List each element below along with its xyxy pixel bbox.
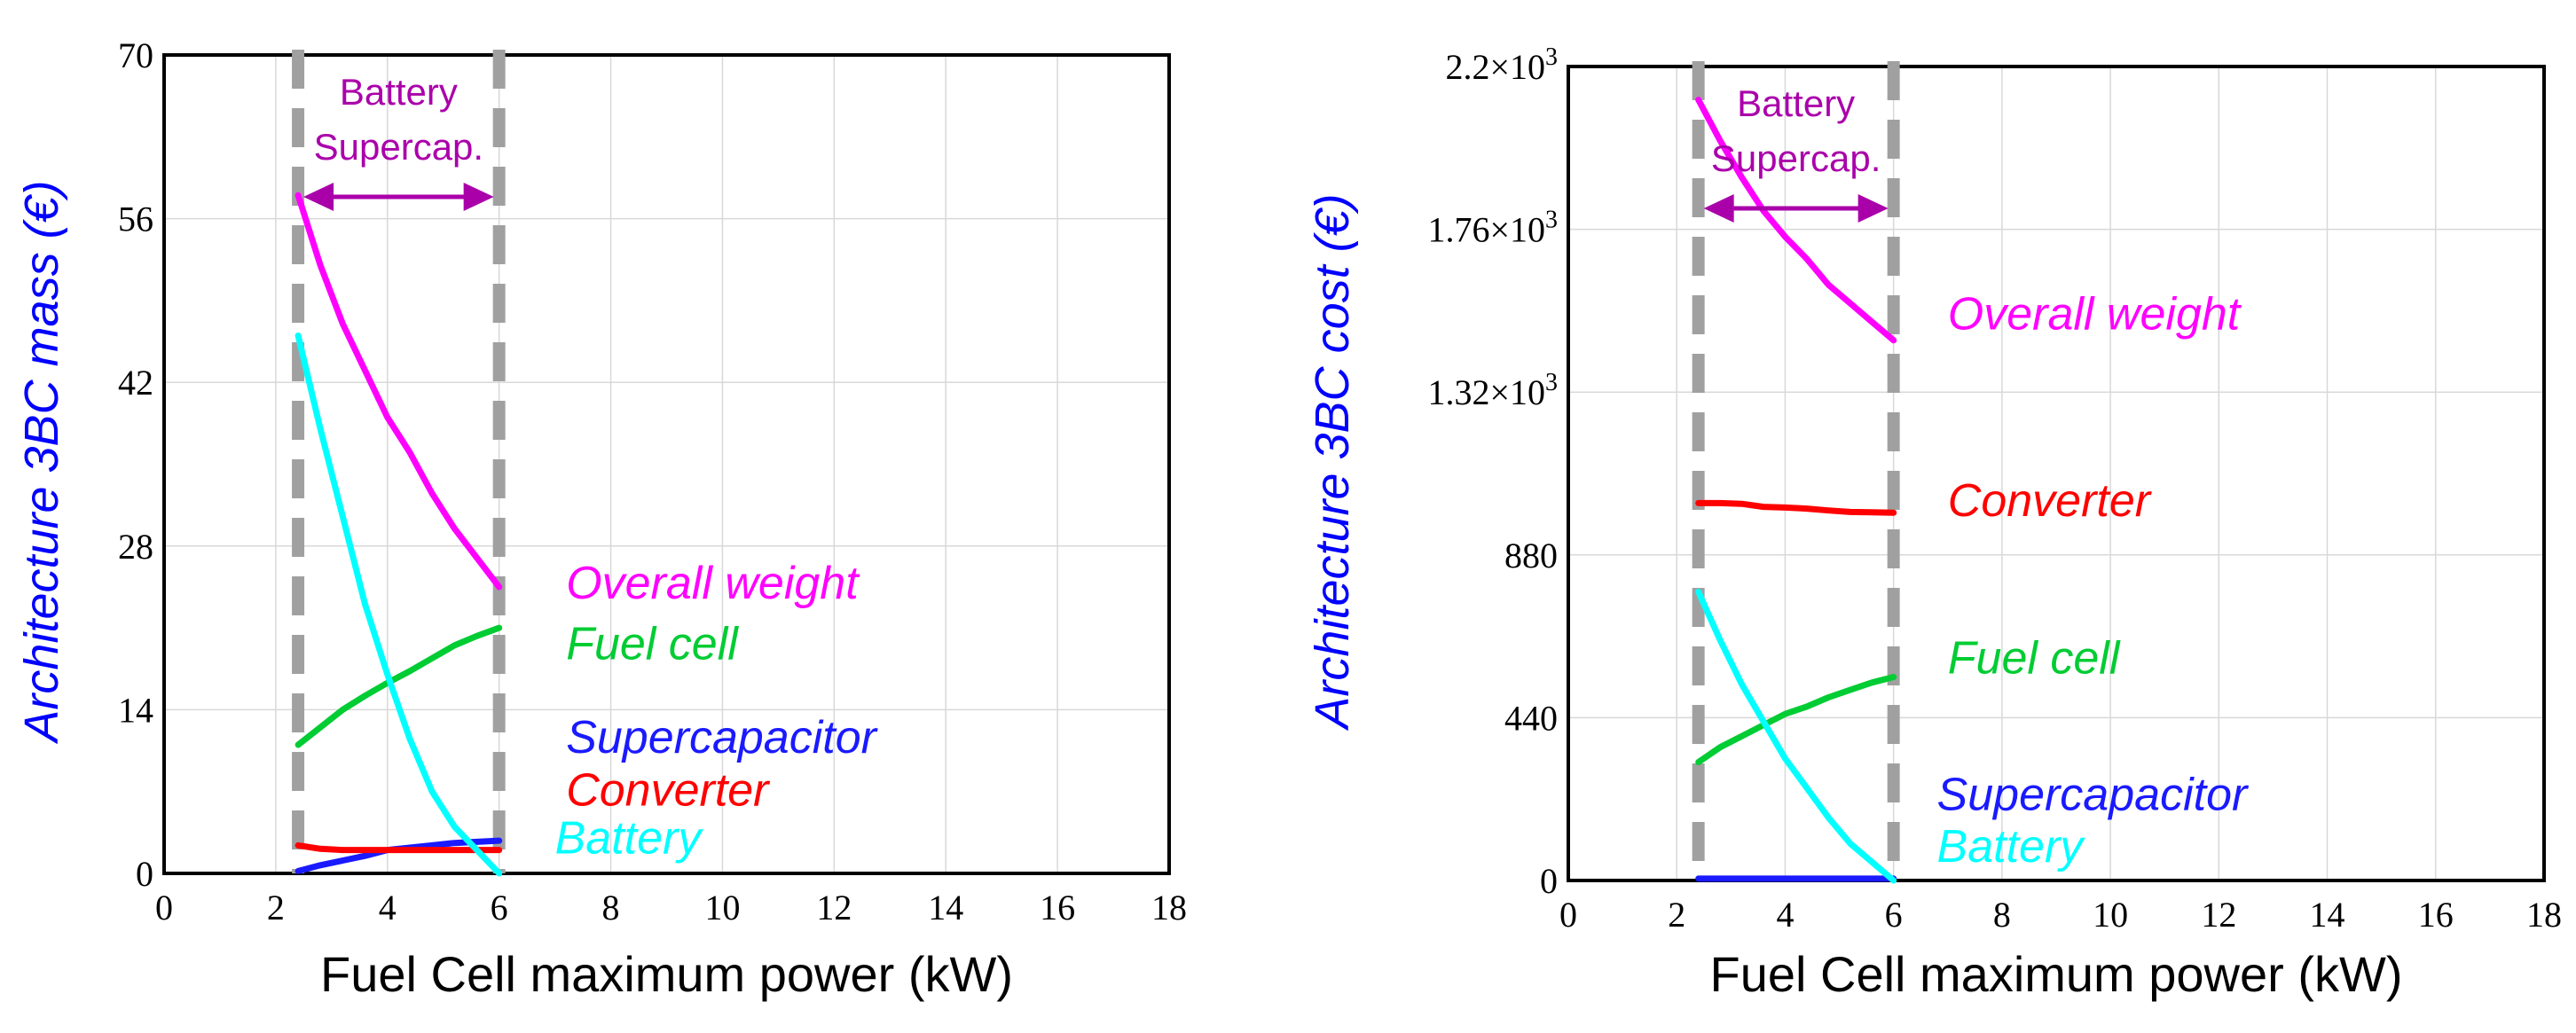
x-tick-label: 8 xyxy=(1993,895,2011,935)
x-tick-label: 12 xyxy=(816,888,852,927)
y-tick-label: 56 xyxy=(118,200,153,239)
x-axis-label: Fuel Cell maximum power (kW) xyxy=(1710,946,2403,1002)
y-tick-label: 70 xyxy=(118,35,153,75)
x-tick-label: 4 xyxy=(379,888,397,927)
series-line-overall xyxy=(295,192,503,591)
x-tick-label: 14 xyxy=(2310,895,2345,935)
series-line-overall xyxy=(1695,97,1897,344)
x-tick-label: 12 xyxy=(2201,895,2236,935)
x-tick-label: 2 xyxy=(1668,895,1685,935)
bounds-arrow-head-right xyxy=(1857,194,1889,223)
x-tick-label: 8 xyxy=(602,888,620,927)
series-label-battery: Battery xyxy=(555,813,704,865)
series-label-fuel_cell: Fuel cell xyxy=(1948,632,2121,684)
y-tick-label: 28 xyxy=(118,527,153,567)
y-tick-label: 14 xyxy=(118,690,153,730)
plot-frame xyxy=(162,53,1171,875)
y-tick-label: 2.2×103 xyxy=(1445,43,1558,87)
series-line-battery xyxy=(1695,589,1897,884)
series-label-fuel_cell: Fuel cell xyxy=(566,619,739,670)
y-tick-label: 0 xyxy=(1540,861,1558,901)
bounds-arrow-head-left xyxy=(1703,194,1734,223)
x-tick-label: 2 xyxy=(267,888,285,927)
series-label-converter: Converter xyxy=(1948,475,2153,527)
series-label-supercapacitor: Supercapacitor xyxy=(1937,770,2250,821)
series-label-converter: Converter xyxy=(566,765,771,817)
y-tick-label: 0 xyxy=(136,854,153,894)
x-tick-label: 10 xyxy=(704,888,740,927)
series-line-fuel_cell xyxy=(295,624,503,748)
y-tick-label: 42 xyxy=(118,363,153,403)
bounds-arrow-head-right xyxy=(463,183,494,211)
series-label-battery: Battery xyxy=(1937,821,2086,873)
bounds-label-supercap: Supercap. xyxy=(1711,137,1881,179)
series-line-battery xyxy=(295,333,503,877)
plot-frame xyxy=(1567,65,2546,882)
x-axis-label: Fuel Cell maximum power (kW) xyxy=(320,946,1013,1002)
series-line-converter xyxy=(1695,499,1897,516)
bounds-arrow-head-left xyxy=(303,183,334,211)
series-label-overall: Overall weight xyxy=(1948,288,2242,340)
x-tick-label: 0 xyxy=(1559,895,1577,935)
x-tick-label: 10 xyxy=(2093,895,2128,935)
bounds-label-battery: Battery xyxy=(340,71,458,113)
x-tick-label: 18 xyxy=(1151,888,1187,927)
x-tick-label: 4 xyxy=(1776,895,1794,935)
y-axis-label: Architecture 3BC cost (€) xyxy=(1306,193,1359,731)
y-axis-label: Architecture 3BC mass (€) xyxy=(15,180,68,744)
mass-chart: 0 2 4 6 8 10 12 14 16 18 0 14 28 42 56 70 Fuel Cell maxi… xyxy=(15,35,1187,1002)
x-tick-label: 14 xyxy=(928,888,963,927)
series-label-overall: Overall weight xyxy=(566,558,860,609)
x-tick-label: 16 xyxy=(2418,895,2454,935)
x-tick-label: 18 xyxy=(2526,895,2562,935)
x-tick-label: 6 xyxy=(1885,895,1903,935)
bounds-label-supercap: Supercap. xyxy=(314,126,483,168)
x-tick-label: 0 xyxy=(155,888,173,927)
series-line-converter xyxy=(295,841,503,854)
y-tick-label: 1.76×103 xyxy=(1427,207,1558,250)
series-line-fuel_cell xyxy=(1695,674,1897,765)
x-tick-label: 6 xyxy=(491,888,508,927)
y-tick-label: 440 xyxy=(1504,698,1558,738)
bounds-label-battery: Battery xyxy=(1737,82,1855,124)
series-label-supercapacitor: Supercapacitor xyxy=(566,712,878,763)
x-tick-label: 16 xyxy=(1040,888,1075,927)
y-tick-label: 880 xyxy=(1504,536,1558,575)
cost-chart: 0 2 4 6 8 10 12 14 16 18 0 440 880 1.32×103 1.76×103 2.… xyxy=(1306,43,2562,1002)
y-tick-label: 1.32×103 xyxy=(1427,369,1558,412)
